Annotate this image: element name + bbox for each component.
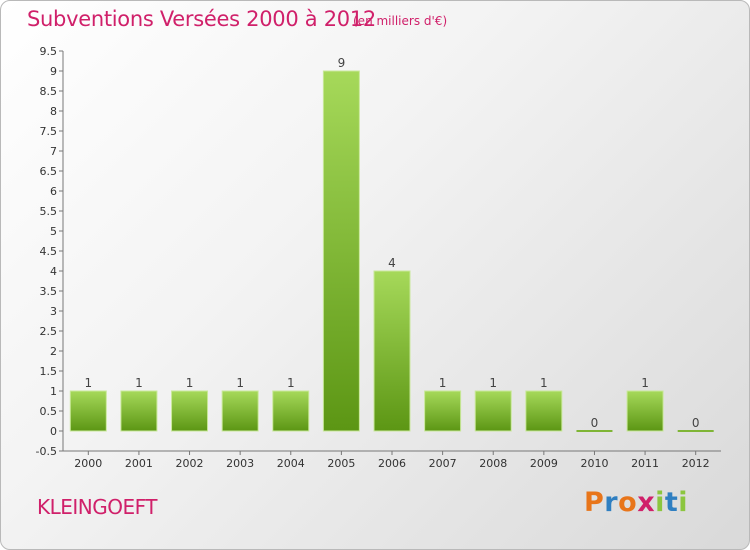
x-tick-label: 2001 bbox=[125, 457, 153, 470]
bar bbox=[322, 70, 360, 432]
y-tick-label: 1 bbox=[50, 385, 57, 398]
data-label: 1 bbox=[84, 376, 92, 390]
bar bbox=[69, 390, 107, 432]
y-tick-label: 6.5 bbox=[40, 165, 58, 178]
x-tick-label: 2010 bbox=[580, 457, 608, 470]
bar bbox=[626, 390, 664, 432]
bar bbox=[373, 270, 411, 432]
x-tick-label: 2009 bbox=[530, 457, 558, 470]
data-label: 0 bbox=[591, 416, 599, 430]
bar bbox=[474, 390, 512, 432]
y-tick-label: 5.5 bbox=[40, 205, 58, 218]
x-tick-label: 2011 bbox=[631, 457, 659, 470]
y-tick-label: 4.5 bbox=[40, 245, 58, 258]
logo-letter: i bbox=[678, 487, 689, 518]
x-tick-label: 2003 bbox=[226, 457, 254, 470]
y-tick-label: 6 bbox=[50, 185, 57, 198]
x-tick-label: 2005 bbox=[327, 457, 355, 470]
y-tick-label: 8.5 bbox=[40, 85, 58, 98]
commune-name: KLEINGOEFT bbox=[37, 495, 158, 519]
bar bbox=[424, 390, 462, 432]
x-tick-label: 2012 bbox=[682, 457, 710, 470]
data-label: 1 bbox=[641, 376, 649, 390]
data-label: 1 bbox=[135, 376, 143, 390]
x-tick-label: 2007 bbox=[429, 457, 457, 470]
y-tick-label: 1.5 bbox=[40, 365, 58, 378]
chart-subtitle: (en milliers d'€) bbox=[353, 14, 448, 28]
bar bbox=[171, 390, 209, 432]
proxiti-logo[interactable]: Proxiti bbox=[584, 487, 688, 518]
bar bbox=[677, 430, 714, 432]
logo-letter: P bbox=[584, 487, 605, 518]
bar bbox=[221, 390, 259, 432]
y-tick-label: 9.5 bbox=[40, 45, 58, 58]
logo-letter: i bbox=[655, 487, 665, 518]
data-label: 1 bbox=[540, 376, 548, 390]
data-label: 9 bbox=[338, 56, 346, 70]
y-tick-label: 5 bbox=[50, 225, 57, 238]
x-tick-label: 2006 bbox=[378, 457, 406, 470]
y-tick-label: 0 bbox=[50, 425, 57, 438]
y-tick-label: 3 bbox=[50, 305, 57, 318]
data-label: 1 bbox=[489, 376, 497, 390]
y-tick-label: 3.5 bbox=[40, 285, 58, 298]
x-tick-label: 2000 bbox=[74, 457, 102, 470]
logo-letter: o bbox=[618, 487, 638, 518]
bar bbox=[576, 430, 613, 432]
logo-letter: t bbox=[664, 487, 679, 518]
data-label: 1 bbox=[186, 376, 194, 390]
y-tick-label: 9 bbox=[50, 65, 57, 78]
x-tick-label: 2008 bbox=[479, 457, 507, 470]
bar bbox=[120, 390, 158, 432]
bar bbox=[525, 390, 563, 432]
y-tick-label: -0.5 bbox=[36, 445, 57, 458]
y-tick-label: 8 bbox=[50, 105, 57, 118]
data-label: 0 bbox=[692, 416, 700, 430]
chart-title: Subventions Versées 2000 à 2012 bbox=[27, 7, 376, 31]
data-label: 1 bbox=[236, 376, 244, 390]
y-tick-label: 7 bbox=[50, 145, 57, 158]
x-tick-label: 2004 bbox=[277, 457, 305, 470]
data-label: 1 bbox=[439, 376, 447, 390]
bar bbox=[272, 390, 310, 432]
logo-letter: x bbox=[637, 487, 656, 518]
y-tick-label: 4 bbox=[50, 265, 57, 278]
data-label: 1 bbox=[287, 376, 295, 390]
y-tick-label: 0.5 bbox=[40, 405, 58, 418]
y-tick-label: 7.5 bbox=[40, 125, 58, 138]
y-tick-label: 2 bbox=[50, 345, 57, 358]
logo-letter: r bbox=[604, 487, 619, 518]
x-tick-label: 2002 bbox=[176, 457, 204, 470]
y-tick-label: 2.5 bbox=[40, 325, 58, 338]
data-label: 4 bbox=[388, 256, 396, 270]
